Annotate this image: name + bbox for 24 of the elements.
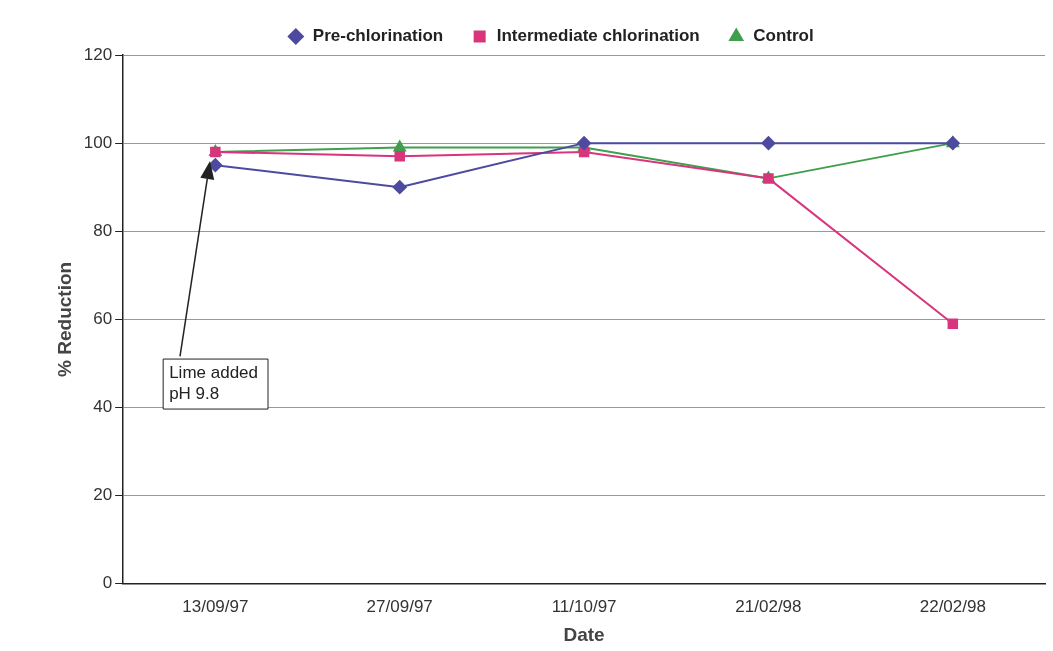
x-axis-title: Date [563,623,605,645]
point [761,136,776,151]
x-tick-label: 13/09/97 [182,596,249,616]
y-tick-label: 120 [83,44,113,64]
y-tick-label: 100 [83,132,113,152]
point [394,151,405,162]
y-axis-title: % Reduction [53,261,75,377]
y-tick-label: 0 [102,573,113,593]
y-tick-label: 80 [93,220,113,240]
x-tick-label: 27/09/97 [366,596,433,616]
y-tick-label: 60 [93,309,113,329]
x-tick-label: 11/10/97 [551,596,617,616]
point [392,180,407,195]
point [393,140,406,152]
y-tick-label: 20 [93,485,113,505]
annotation: Lime added pH 9.8 [169,363,259,404]
legend-label: Pre-chlorination [312,26,444,46]
x-tick-label: 22/02/98 [919,596,986,616]
point [208,158,223,173]
point [947,318,959,330]
y-tick-label: 40 [93,397,113,417]
x-tick-label: 21/02/98 [735,596,802,616]
legend-label: Intermediate chlorination [496,26,700,46]
legend-label: Control [753,26,814,46]
